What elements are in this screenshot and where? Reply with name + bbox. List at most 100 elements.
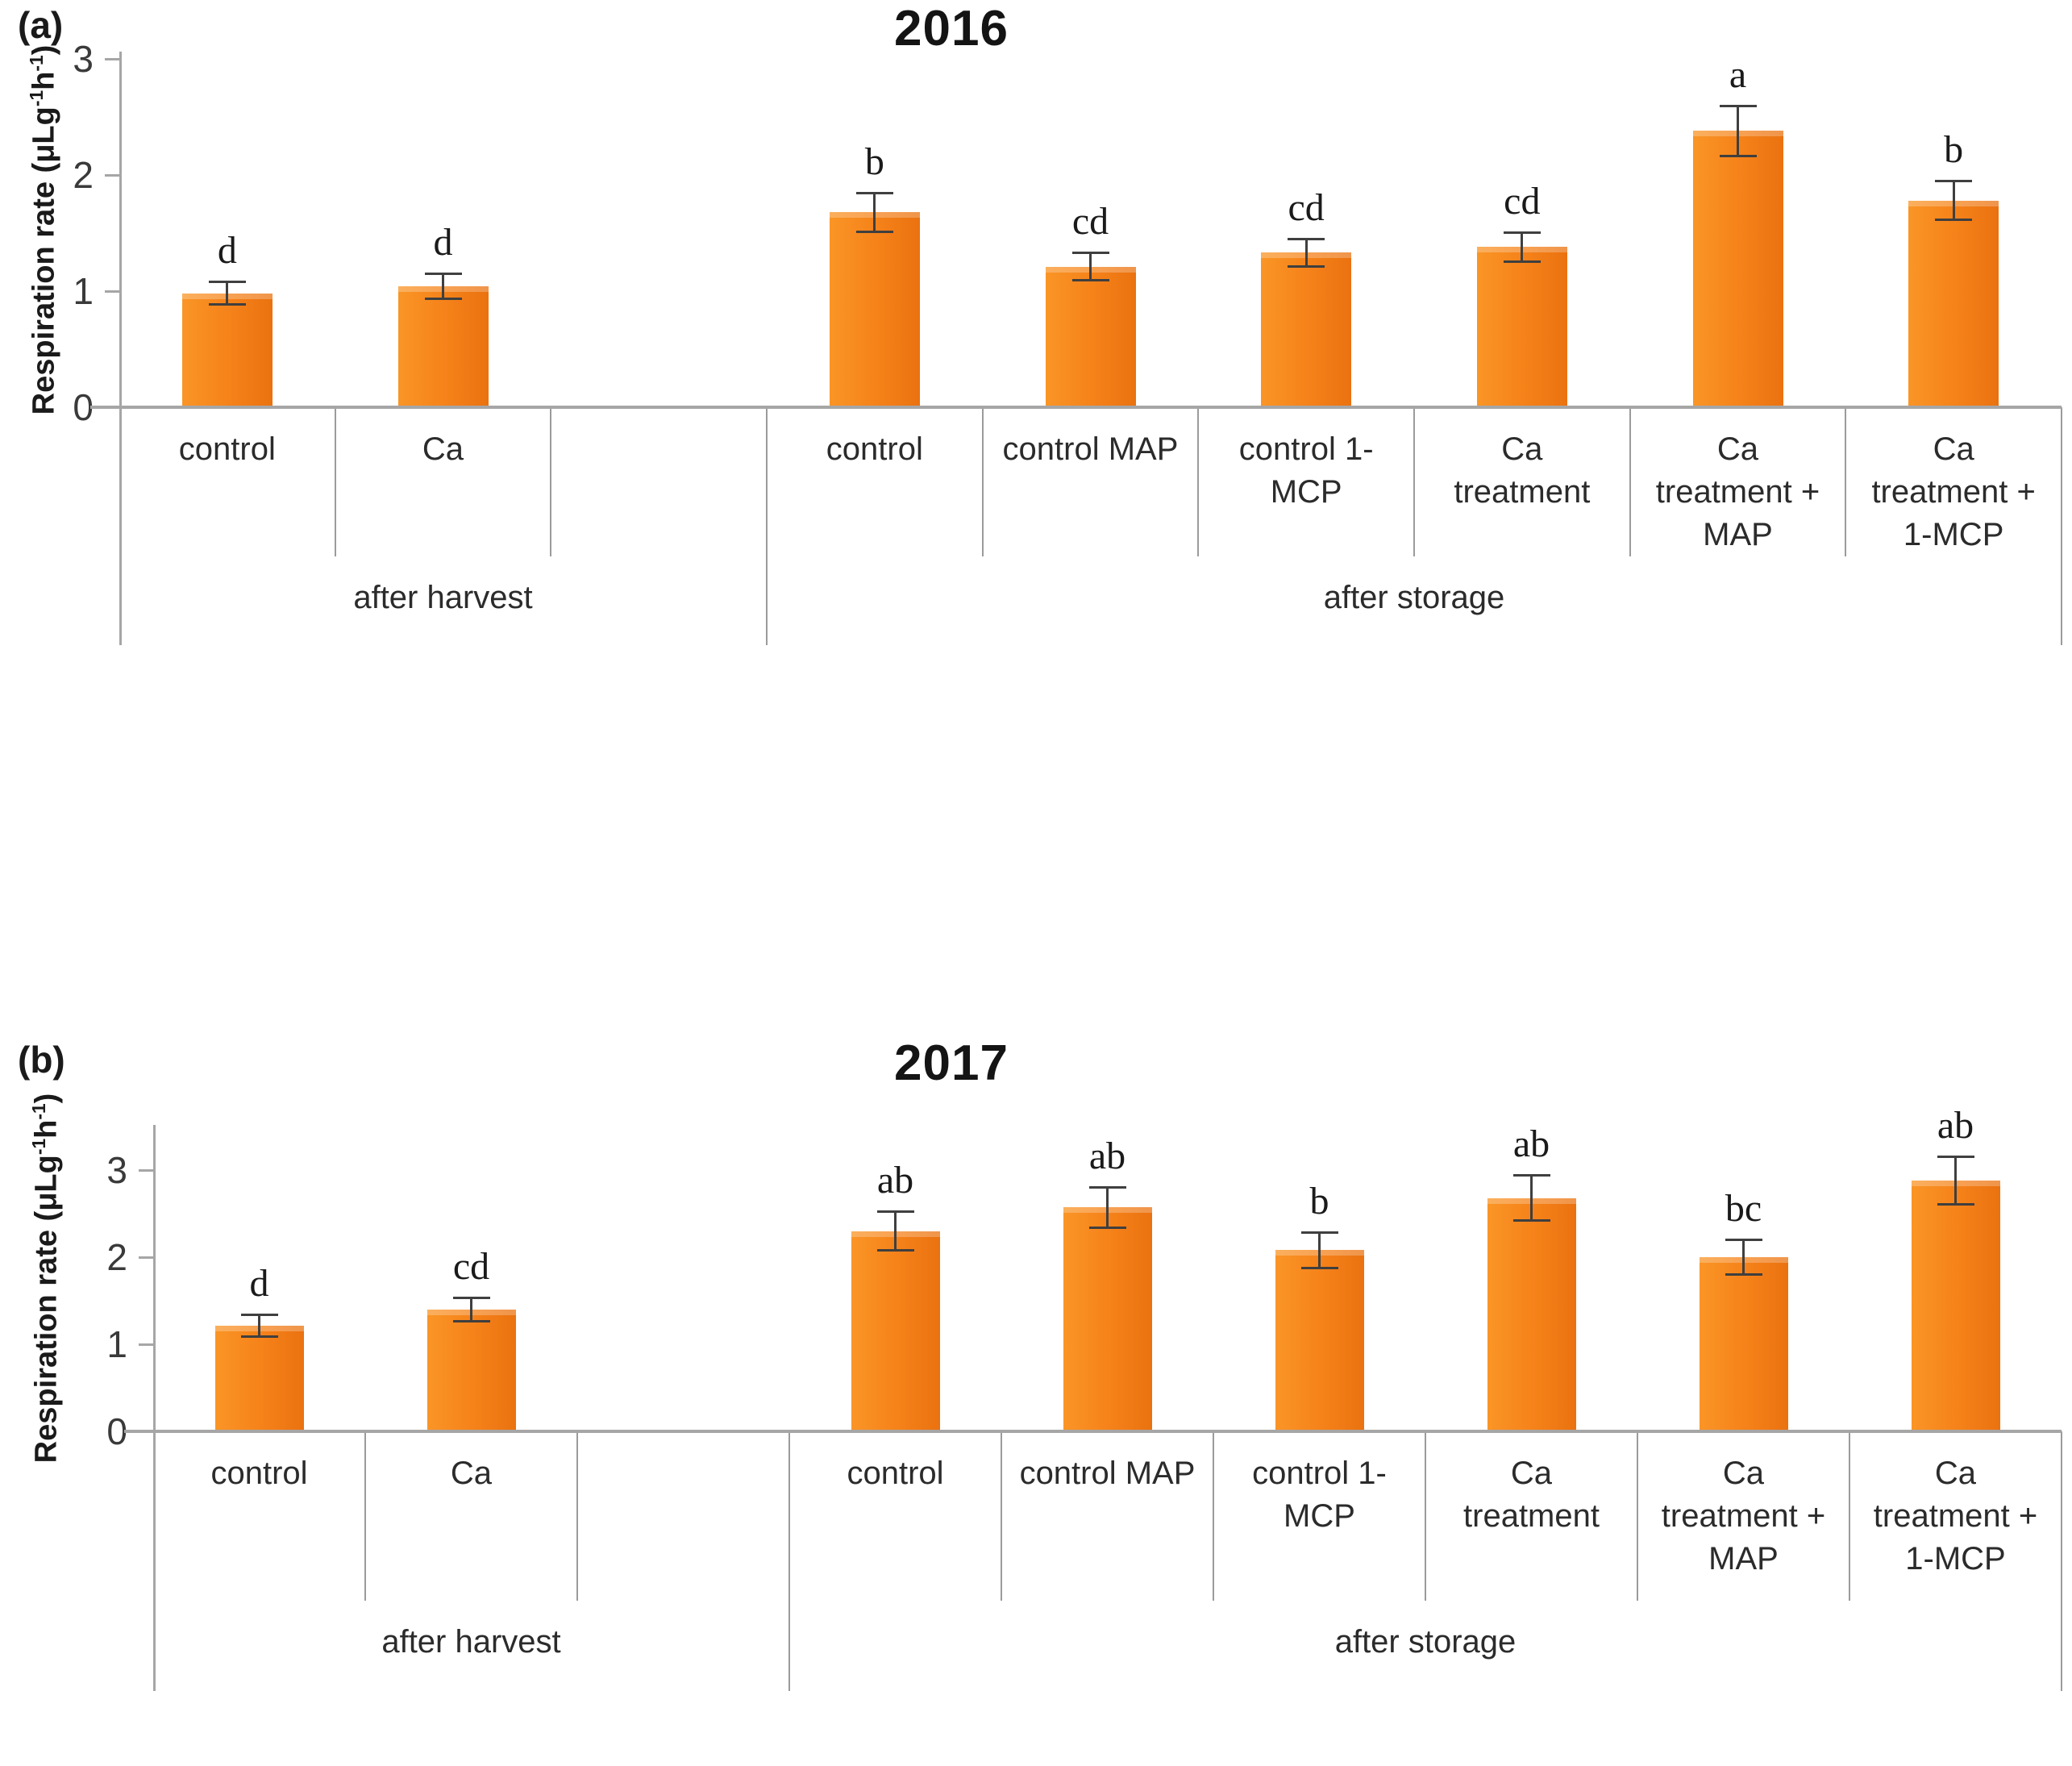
group-label: after storage	[1334, 1624, 1517, 1660]
category-label-line: Ca	[1933, 431, 1974, 467]
error-bar-cap-bottom	[1071, 279, 1109, 282]
category-label-line: treatment	[1454, 474, 1591, 510]
error-bar	[258, 1314, 260, 1338]
y-tick-label: 3	[106, 1149, 127, 1191]
bar	[181, 293, 273, 407]
category-separator	[334, 407, 336, 556]
category-separator	[576, 1431, 578, 1601]
category-label: Ca treatment + 1-MCP	[1849, 1433, 2062, 1581]
error-bar-cap-bottom	[1935, 219, 1973, 222]
error-bar-cap-bottom	[876, 1249, 914, 1252]
bar	[397, 286, 489, 407]
category-label-line: control MAP	[1002, 431, 1179, 467]
bar	[1045, 266, 1136, 407]
error-bar-cap-bottom	[208, 303, 246, 306]
category-label-line: treatment +	[1655, 474, 1820, 510]
category-separator	[364, 1431, 366, 1601]
y-axis-line	[153, 1125, 156, 1691]
category-separator	[981, 407, 984, 556]
x-axis-line	[90, 406, 2062, 409]
error-bar-cap-bottom	[1719, 154, 1757, 157]
category-separator	[1001, 1431, 1002, 1601]
error-bar-cap-top	[1935, 180, 1973, 183]
significance-letter: ab	[1937, 1103, 1974, 1147]
error-bar	[1106, 1186, 1109, 1229]
panel-2017: (b) 2017 Respiration rate (μLg-1h-1) d cd…	[0, 883, 2072, 1766]
error-bar-cap-top	[424, 273, 462, 276]
significance-letter: b	[864, 140, 884, 183]
error-bar-cap-bottom	[452, 1319, 490, 1322]
category-label: control	[153, 1433, 365, 1495]
significance-letter: cd	[1071, 200, 1109, 244]
category-label-line: control 1-	[1238, 431, 1374, 467]
y-tick-mark	[139, 1169, 153, 1172]
category-label-line: MCP	[1284, 1498, 1355, 1534]
category-label: control	[789, 1433, 1001, 1495]
category-label-line: Ca	[1716, 431, 1759, 467]
error-bar-cap-top	[1512, 1174, 1550, 1177]
plot-area-2017: d cd ab ab b ab bc ab 0 1 2 3 control Ca control contro…	[0, 883, 2072, 1766]
category-label-line: treatment +	[1871, 474, 2036, 510]
y-tick-label: 0	[106, 1410, 127, 1452]
bar	[1476, 247, 1567, 407]
error-bar-cap-top	[1503, 231, 1541, 234]
error-bar	[1089, 252, 1092, 281]
error-bar-cap-bottom	[424, 298, 462, 301]
error-bar	[470, 1297, 472, 1322]
error-bar-cap-top	[208, 281, 246, 284]
y-tick-mark	[139, 1343, 153, 1346]
error-bar-cap-top	[1937, 1155, 1974, 1158]
y-tick-label: 2	[106, 1236, 127, 1278]
category-label-line: 1-MCP	[1903, 517, 2004, 552]
error-bar-cap-top	[1300, 1231, 1338, 1234]
group-separator	[2061, 1431, 2062, 1691]
group-separator	[788, 1431, 790, 1691]
category-separator	[550, 407, 552, 556]
y-tick-label: 1	[106, 1323, 127, 1365]
category-label-line: Ca	[1510, 1456, 1553, 1491]
significance-letter: d	[433, 221, 453, 264]
category-separator	[1845, 407, 1847, 556]
group-label: after storage	[1323, 580, 1505, 615]
category-label: Ca treatment + 1-MCP	[1845, 409, 2062, 556]
category-label-line: treatment +	[1661, 1498, 1826, 1534]
error-bar-cap-top	[1288, 238, 1325, 241]
category-separator	[1849, 1431, 1850, 1601]
y-tick-mark	[105, 174, 119, 177]
significance-letter: ab	[876, 1158, 914, 1202]
significance-letter: cd	[1504, 179, 1541, 223]
error-bar	[1521, 231, 1524, 262]
error-bar	[442, 273, 444, 300]
y-tick-label: 1	[73, 270, 94, 312]
error-bar	[873, 192, 876, 232]
error-bar-cap-bottom	[1725, 1272, 1762, 1276]
error-bar	[1742, 1239, 1745, 1275]
category-label-line: Ca	[1501, 431, 1543, 467]
error-bar-cap-bottom	[1503, 260, 1541, 263]
significance-letter: ab	[1088, 1134, 1126, 1177]
group-separator	[2061, 407, 2062, 645]
error-bar	[1304, 239, 1308, 267]
category-separator	[1629, 407, 1631, 556]
error-bar-cap-bottom	[1088, 1227, 1126, 1230]
error-bar-cap-top	[1088, 1185, 1126, 1189]
category-label-line: 1-MCP	[1905, 1541, 2006, 1576]
significance-letter: a	[1729, 52, 1747, 96]
category-label-line: control	[210, 1456, 308, 1491]
group-label: after harvest	[353, 580, 533, 615]
category-label: control	[119, 409, 335, 471]
significance-letter: ab	[1512, 1122, 1550, 1166]
error-bar-cap-top	[1719, 104, 1757, 107]
error-bar-cap-bottom	[240, 1335, 278, 1339]
error-bar-cap-top	[1071, 252, 1109, 255]
bar	[1261, 252, 1352, 407]
y-tick-label: 2	[73, 154, 94, 196]
error-bar-cap-bottom	[1512, 1218, 1550, 1222]
significance-letter: cd	[452, 1244, 490, 1288]
significance-letter: bc	[1725, 1187, 1762, 1231]
category-separator	[1197, 407, 1200, 556]
bar	[1487, 1197, 1576, 1431]
bar	[829, 212, 920, 407]
